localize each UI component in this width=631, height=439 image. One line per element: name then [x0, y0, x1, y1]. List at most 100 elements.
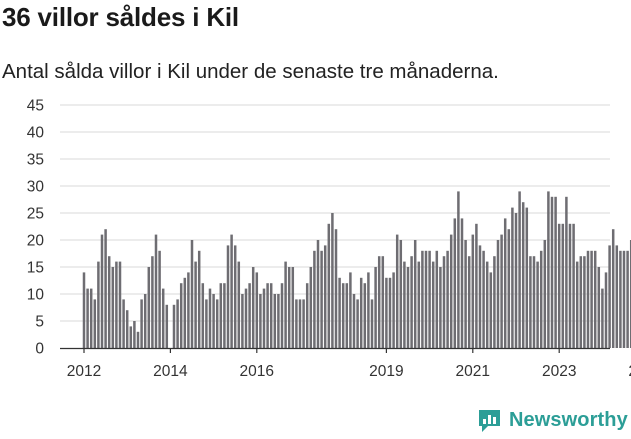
bar: [457, 191, 460, 348]
bar: [107, 256, 111, 348]
bar: [136, 331, 140, 348]
bar: [579, 256, 583, 348]
bar: [165, 304, 169, 348]
bar: [356, 299, 359, 348]
bar: [406, 267, 410, 348]
bar: [104, 229, 107, 348]
y-tick-label-20: 20: [27, 233, 45, 250]
y-tick-label-25: 25: [27, 206, 44, 223]
bar: [298, 299, 302, 348]
bar: [241, 294, 244, 348]
bar: [194, 261, 197, 348]
bar: [147, 267, 151, 348]
bar: [266, 283, 269, 348]
bar: [503, 218, 507, 348]
bar: [521, 202, 525, 348]
bar: [154, 234, 158, 348]
bar: [295, 299, 298, 348]
bar: [370, 299, 374, 348]
y-tick-label-5: 5: [35, 314, 44, 331]
bar: [233, 245, 237, 348]
bar: [392, 272, 395, 348]
bar: [161, 288, 165, 348]
bar: [424, 250, 428, 348]
bar: [597, 267, 601, 348]
x-tick-label-2012: 2012: [67, 363, 101, 380]
y-tick-label-40: 40: [27, 125, 45, 142]
bar: [629, 240, 631, 348]
bar: [374, 267, 377, 348]
bar: [532, 256, 536, 348]
bar: [518, 191, 521, 348]
bar: [251, 267, 255, 348]
bar: [259, 294, 262, 348]
bar: [334, 229, 338, 348]
bar: [583, 256, 586, 348]
bar: [489, 272, 493, 348]
x-tick-label-2021: 2021: [456, 363, 490, 380]
bar: [223, 283, 226, 348]
bar: [471, 234, 475, 348]
bar: [586, 250, 590, 348]
bar: [496, 240, 500, 348]
bar: [399, 240, 403, 348]
bar: [493, 256, 496, 348]
bar: [237, 261, 241, 348]
bar: [482, 250, 485, 348]
bar: [140, 299, 143, 348]
bar: [179, 283, 183, 348]
bar: [187, 272, 190, 348]
bar: [320, 250, 323, 348]
bar: [507, 229, 511, 348]
bar: [111, 267, 115, 348]
bar: [403, 261, 406, 348]
bar: [622, 250, 626, 348]
bar: [475, 223, 478, 348]
bar: [601, 288, 604, 348]
bar: [446, 250, 449, 348]
bar: [97, 261, 100, 348]
bar: [395, 234, 399, 348]
bar: [122, 299, 125, 348]
bar: [431, 261, 435, 348]
bar: [467, 256, 471, 348]
bar: [309, 267, 313, 348]
bars: [82, 191, 631, 348]
bar: [593, 250, 597, 348]
newsworthy-logo[interactable]: Newsworthy: [476, 407, 628, 434]
bar: [536, 261, 539, 348]
bar: [478, 245, 482, 348]
bar: [100, 234, 104, 348]
bar: [352, 294, 356, 348]
bar: [287, 267, 291, 348]
bar: [302, 299, 305, 348]
bar: [388, 277, 392, 348]
bar: [255, 272, 259, 348]
bar: [442, 256, 446, 348]
bar: [115, 261, 118, 348]
x-tick-label-2023: 2023: [542, 363, 576, 380]
y-tick-label-15: 15: [27, 260, 44, 277]
bar: [176, 299, 179, 348]
bar: [464, 240, 467, 348]
bar: [428, 250, 431, 348]
bar: [359, 277, 363, 348]
bar: [208, 288, 212, 348]
bar: [590, 250, 593, 348]
x-tick-label-2019: 2019: [369, 363, 403, 380]
bar: [377, 256, 381, 348]
y-tick-label-10: 10: [27, 287, 45, 304]
bar: [133, 321, 136, 348]
y-axis-labels: 0 5 10 15 20 25 30 35 40 45: [27, 98, 45, 358]
bar: [284, 261, 287, 348]
bar: [89, 288, 93, 348]
bar: [313, 250, 316, 348]
bar: [349, 272, 352, 348]
bar: [460, 218, 464, 348]
bar: [485, 261, 489, 348]
bar: [248, 283, 251, 348]
bar: [172, 304, 176, 348]
bar: [262, 288, 266, 348]
bar: [568, 223, 572, 348]
